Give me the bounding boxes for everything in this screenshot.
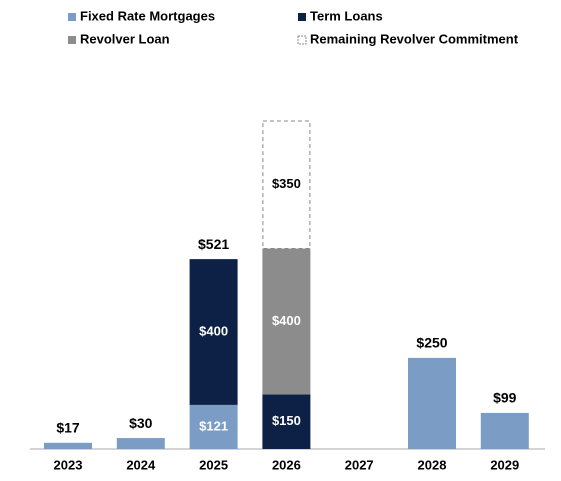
x-tick-label: 2027 xyxy=(345,457,374,472)
legend-marker xyxy=(298,13,306,21)
segment-label: $150 xyxy=(272,413,301,428)
bar-segment xyxy=(189,259,238,405)
legend-label: Remaining Revolver Commitment xyxy=(310,31,519,46)
x-tick-label: 2029 xyxy=(490,457,519,472)
segment-label: $121 xyxy=(199,418,228,433)
total-label: $30 xyxy=(129,415,153,431)
x-tick-label: 2025 xyxy=(199,457,228,472)
x-tick-label: 2026 xyxy=(272,457,301,472)
total-label: $250 xyxy=(416,335,447,351)
segment-label: $400 xyxy=(272,313,301,328)
legend-marker xyxy=(68,36,76,44)
total-label: $521 xyxy=(198,236,229,252)
x-tick-label: 2028 xyxy=(418,457,447,472)
total-label: $99 xyxy=(493,390,517,406)
bar-segment xyxy=(116,438,165,449)
bar-segment xyxy=(480,412,529,449)
bar-segment xyxy=(262,120,311,250)
x-tick-label: 2023 xyxy=(54,457,83,472)
bar-segment xyxy=(262,248,311,395)
total-label: $17 xyxy=(56,420,80,436)
legend-marker xyxy=(68,13,76,21)
legend-label: Term Loans xyxy=(310,8,383,23)
bar-segment xyxy=(189,404,238,449)
segment-label: $400 xyxy=(199,323,228,338)
bar-segment xyxy=(44,442,92,449)
legend-label: Fixed Rate Mortgages xyxy=(80,8,215,23)
legend-label: Revolver Loan xyxy=(80,31,170,46)
legend-marker xyxy=(297,35,307,45)
segment-label: $350 xyxy=(272,176,301,191)
x-tick-label: 2024 xyxy=(126,457,156,472)
bar-segment xyxy=(408,357,456,449)
bar-segment xyxy=(262,394,311,449)
